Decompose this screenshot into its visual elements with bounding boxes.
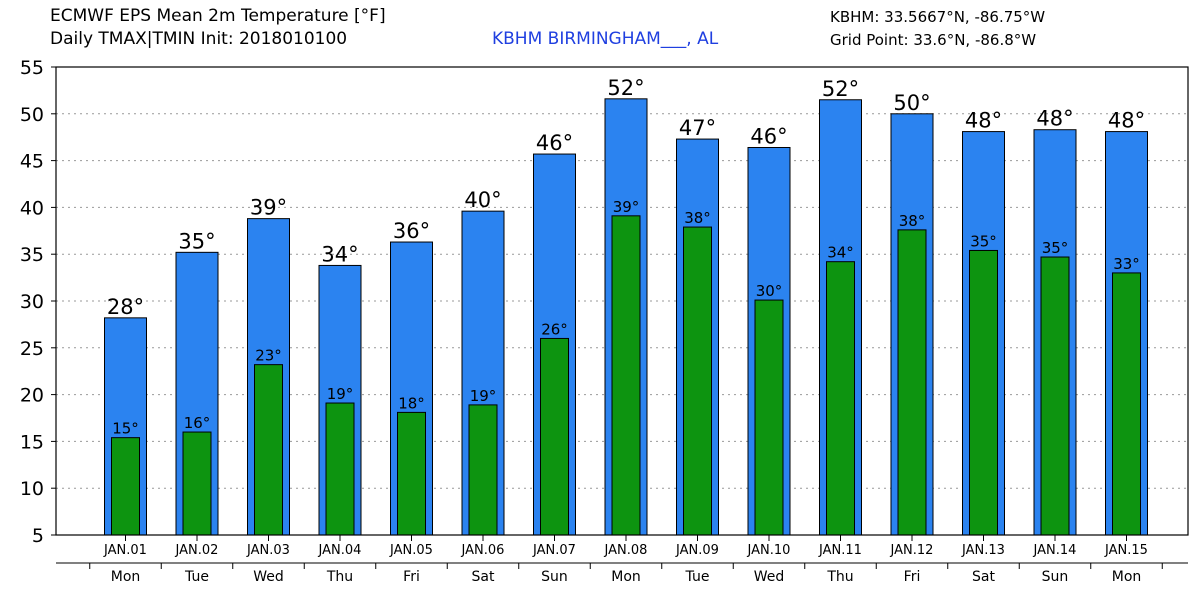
tmin-label: 26°: [541, 320, 568, 338]
tmax-label: 46°: [536, 131, 573, 155]
tmin-bar: [1040, 256, 1070, 536]
tmin-bar: [468, 404, 498, 536]
tmax-label: 35°: [178, 229, 215, 253]
tmin-bar: [397, 411, 426, 536]
x-tick-label: JAN.04: [318, 543, 362, 558]
x-tick-label: JAN.13: [961, 543, 1005, 558]
tmax-label: 40°: [464, 188, 501, 212]
grid-point-coordinates: Grid Point: 33.6°N, -86.8°W: [830, 31, 1037, 49]
x-tick-label: JAN.14: [1033, 543, 1077, 558]
tmax-label: 52°: [822, 77, 859, 101]
y-tick-label: 55: [20, 57, 44, 79]
tmin-label: 39°: [613, 198, 640, 216]
y-tick-label: 35: [20, 244, 44, 266]
tmax-label: 48°: [1036, 107, 1073, 131]
x-weekday-label: Fri: [904, 569, 921, 585]
tmin-label: 33°: [1113, 255, 1140, 273]
tmin-label: 38°: [684, 209, 711, 227]
tmin-bar: [540, 337, 569, 536]
tmin-label: 19°: [470, 387, 497, 405]
tmax-label: 46°: [750, 124, 787, 148]
tmin-bar: [754, 299, 784, 536]
x-weekday-label: Tue: [184, 569, 209, 585]
x-tick-label: JAN.07: [532, 543, 576, 558]
x-weekday-label: Sun: [541, 569, 568, 585]
x-weekday-label: Wed: [754, 569, 785, 585]
tmin-bar: [254, 364, 283, 536]
chart-title: ECMWF EPS Mean 2m Temperature [°F]: [50, 6, 386, 26]
tmin-bar: [325, 402, 355, 536]
y-tick-label: 40: [20, 197, 44, 219]
tmin-label: 34°: [827, 244, 854, 262]
tmax-label: 28°: [107, 295, 144, 319]
y-tick-label: 10: [20, 478, 44, 500]
x-tick-label: JAN.01: [103, 543, 147, 558]
y-tick-label: 5: [32, 525, 44, 547]
y-tick-label: 20: [20, 385, 44, 407]
tmin-bar: [826, 261, 855, 536]
station-name: KBHM BIRMINGHAM___, AL: [492, 29, 719, 49]
tmin-bar: [897, 229, 927, 536]
tmin-label: 35°: [970, 232, 997, 250]
y-tick-label: 25: [20, 338, 44, 360]
tmin-bar: [683, 226, 712, 536]
y-tick-label: 45: [20, 151, 44, 173]
tmax-label: 50°: [893, 91, 930, 115]
tmax-label: 48°: [965, 109, 1002, 133]
tmin-label: 16°: [184, 414, 211, 432]
x-weekday-label: Thu: [826, 569, 853, 585]
x-tick-label: JAN.02: [175, 543, 219, 558]
x-weekday-label: Sat: [472, 569, 495, 585]
tmax-label: 36°: [393, 219, 430, 243]
tmin-label: 30°: [756, 282, 783, 300]
tmin-bar: [611, 215, 641, 536]
tmin-bar: [111, 437, 140, 536]
tmin-bar: [182, 431, 212, 536]
tmax-label: 39°: [250, 196, 287, 220]
tmin-label: 15°: [112, 420, 139, 438]
tmax-label: 34°: [321, 242, 358, 266]
tmax-label: 47°: [679, 116, 716, 140]
x-tick-label: JAN.12: [890, 543, 934, 558]
x-tick-label: JAN.10: [747, 543, 791, 558]
tmax-label: 52°: [607, 76, 644, 100]
x-weekday-label: Wed: [253, 569, 284, 585]
tmin-bar: [969, 249, 998, 536]
x-tick-label: JAN.08: [604, 543, 648, 558]
x-weekday-label: Mon: [611, 569, 641, 585]
tmin-label: 19°: [327, 385, 354, 403]
x-tick-label: JAN.15: [1104, 543, 1148, 558]
y-tick-label: 15: [20, 431, 44, 453]
x-tick-label: JAN.11: [818, 543, 862, 558]
x-weekday-label: Mon: [1112, 569, 1142, 585]
x-tick-label: JAN.09: [675, 543, 719, 558]
tmax-label: 48°: [1108, 109, 1145, 133]
x-weekday-label: Thu: [326, 569, 353, 585]
x-weekday-label: Mon: [111, 569, 141, 585]
x-weekday-label: Fri: [403, 569, 420, 585]
tmin-label: 35°: [1042, 239, 1069, 257]
x-tick-label: JAN.03: [246, 543, 290, 558]
y-tick-label: 50: [20, 104, 44, 126]
y-tick-label: 30: [20, 291, 44, 313]
x-tick-label: JAN.06: [461, 543, 505, 558]
tmin-label: 38°: [899, 212, 926, 230]
tmin-bar: [1112, 272, 1141, 536]
tmin-label: 23°: [255, 347, 282, 365]
tmin-label: 18°: [398, 394, 425, 412]
x-weekday-label: Sat: [972, 569, 995, 585]
x-tick-label: JAN.05: [389, 543, 433, 558]
x-weekday-label: Sun: [1042, 569, 1069, 585]
chart-subtitle: Daily TMAX|TMIN Init: 2018010100: [50, 29, 348, 49]
x-weekday-label: Tue: [685, 569, 710, 585]
station-coordinates: KBHM: 33.5667°N, -86.75°W: [830, 8, 1046, 26]
